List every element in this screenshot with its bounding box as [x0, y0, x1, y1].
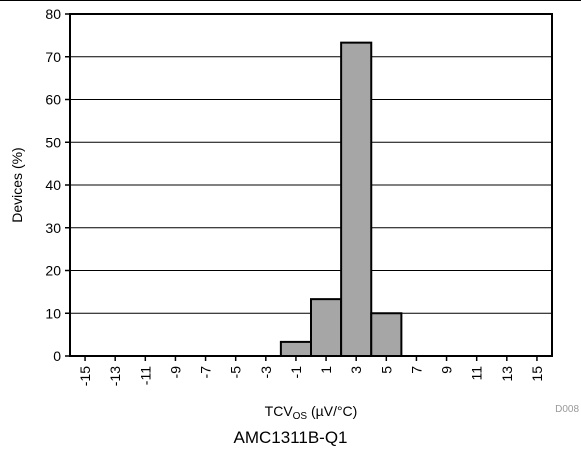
figure-id: D008 [555, 404, 579, 415]
x-tick-label: 15 [529, 366, 545, 382]
y-axis-label: Devices (%) [9, 147, 25, 222]
y-tick-label: 20 [45, 263, 61, 279]
bars [279, 41, 403, 358]
x-tick-label: -1 [288, 366, 304, 379]
bar [279, 340, 312, 357]
x-axis-ticks: -15 -13 -11 -9 -7 -5 -3 -1 1 3 5 7 9 11 13 15 [77, 356, 545, 386]
y-tick-label: 80 [45, 6, 61, 22]
y-tick-label: 60 [45, 92, 61, 108]
y-axis-ticks: 0 10 20 30 40 50 60 70 80 [45, 6, 70, 364]
bar [340, 41, 373, 358]
x-tick-label: 9 [439, 366, 455, 374]
x-tick-label: 3 [348, 366, 364, 374]
x-axis-label-main: TCV [265, 403, 294, 419]
x-tick-label: 1 [318, 366, 334, 374]
x-tick-label: 11 [469, 366, 485, 381]
y-tick-label: 50 [45, 134, 61, 150]
x-tick-label: -11 [137, 366, 153, 385]
top-rule [0, 0, 581, 1]
x-tick-label: 5 [378, 366, 394, 374]
x-tick-label: 7 [408, 366, 424, 374]
x-axis-label-unit: (µV/°C) [307, 403, 357, 419]
y-tick-label: 40 [45, 177, 61, 193]
y-tick-label: 10 [45, 305, 61, 321]
chart-caption: AMC1311B-Q1 [233, 428, 348, 447]
x-tick-label: -5 [228, 366, 244, 379]
x-tick-label: -3 [258, 366, 274, 379]
y-tick-label: 70 [45, 49, 61, 65]
x-tick-label: -9 [167, 366, 183, 379]
x-tick-label: -15 [77, 366, 93, 386]
bar [370, 312, 403, 357]
y-tick-label: 30 [45, 220, 61, 236]
x-tick-label: 13 [499, 366, 515, 382]
x-axis-label-subscript: OS [293, 411, 308, 422]
y-tick-label: 0 [53, 348, 61, 364]
x-tick-label: -13 [107, 366, 123, 386]
x-axis-label: TCVOS (µV/°C) [265, 403, 358, 422]
x-tick-label: -7 [198, 366, 214, 379]
bar [310, 298, 343, 357]
